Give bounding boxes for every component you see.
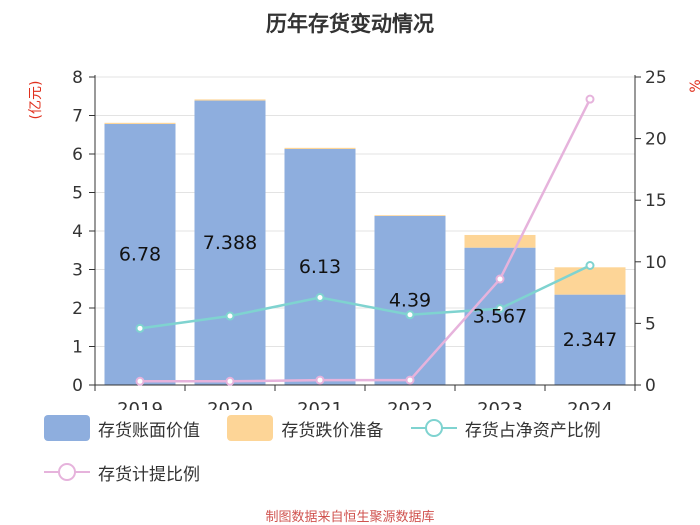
right-axis-tick-label: 15 — [645, 191, 667, 211]
bar-impairment — [374, 215, 446, 216]
legend-item-provision-ratio[interactable]: 存货计提比例 — [44, 456, 200, 488]
legend-label: 存货计提比例 — [98, 464, 200, 485]
chart-canvas: 0 1 2 3 4 5 6 7 8 0 5 10 15 20 25 2019 2020 2021 2022 2023 2… — [28, 68, 700, 410]
data-label-book-value: 4.39 — [389, 289, 431, 311]
legend-swatch-impairment — [227, 415, 274, 441]
right-axis-tick-label: 5 — [645, 314, 656, 334]
left-axis-tick-label: 4 — [72, 222, 83, 242]
point-provision-ratio — [315, 375, 325, 385]
bar-impairment — [104, 122, 176, 124]
bar-book-value — [284, 148, 356, 385]
bar-book-value — [194, 100, 266, 385]
point-net-asset-ratio — [495, 304, 505, 314]
bar-book-value — [554, 294, 626, 385]
data-label-book-value: 7.388 — [203, 232, 257, 254]
x-axis-tick-label: 2021 — [297, 399, 343, 410]
left-axis-tick-label: 0 — [72, 376, 83, 396]
point-provision-ratio — [495, 274, 505, 284]
legend-label: 存货占净资产比例 — [464, 420, 601, 441]
line-series — [135, 94, 595, 386]
axes: 0 1 2 3 4 5 6 7 8 0 5 10 15 20 25 2019 2020 2021 2022 2023 2… — [28, 68, 700, 410]
x-axis-tick-label: 2024 — [567, 399, 613, 410]
legend: 存货账面价值 存货跌价准备 存货占净资产比例 存货计提比例 — [44, 412, 684, 490]
right-axis-tick-label: 20 — [645, 130, 667, 150]
legend-label: 存货跌价准备 — [281, 420, 384, 441]
legend-item-impairment[interactable]: 存货跌价准备 — [227, 412, 383, 444]
point-provision-ratio — [135, 376, 145, 386]
data-label-book-value: 6.78 — [119, 243, 161, 265]
legend-item-net-asset-ratio[interactable]: 存货占净资产比例 — [410, 412, 601, 444]
bar-series — [104, 99, 626, 385]
left-axis-tick-label: 8 — [72, 68, 83, 88]
left-axis-tick-label: 6 — [72, 145, 83, 165]
left-axis-tick-label: 5 — [72, 184, 83, 204]
chart-title: 历年存货变动情况 — [266, 12, 434, 36]
x-axis-tick-label: 2019 — [117, 399, 163, 410]
x-axis-tick-label: 2020 — [207, 399, 253, 410]
point-provision-ratio — [225, 376, 235, 386]
point-net-asset-ratio — [225, 311, 235, 321]
bar-book-value — [104, 123, 176, 385]
left-axis-tick-label: 2 — [72, 299, 83, 319]
x-axis-tick-label: 2022 — [387, 399, 433, 410]
point-net-asset-ratio — [405, 310, 415, 320]
point-provision-ratio — [585, 94, 595, 104]
left-axis-label: (亿元) — [28, 81, 44, 120]
bar-impairment — [554, 267, 626, 295]
point-net-asset-ratio — [135, 323, 145, 333]
line-provision-ratio — [140, 98, 592, 383]
right-axis-tick-label: 25 — [645, 68, 667, 88]
point-net-asset-ratio — [585, 260, 595, 270]
legend-item-book-value[interactable]: 存货账面价值 — [44, 412, 200, 444]
legend-swatch-net-asset-ratio — [410, 419, 457, 437]
bar-book-value — [464, 247, 536, 385]
left-axis-tick-label: 3 — [72, 261, 83, 281]
legend-swatch-book-value — [44, 415, 90, 441]
source-note: 制图数据来自恒生聚源数据库 — [265, 510, 435, 525]
bar-impairment — [194, 99, 266, 101]
legend-swatch-provision-ratio — [44, 463, 90, 481]
line-net-asset-ratio — [139, 264, 591, 330]
data-label-book-value: 3.567 — [473, 305, 527, 327]
bar-impairment — [464, 234, 536, 248]
data-label-book-value: 6.13 — [299, 256, 341, 278]
point-net-asset-ratio — [315, 293, 325, 303]
bar-book-value — [374, 215, 446, 385]
left-axis-tick-label: 7 — [72, 107, 83, 127]
data-labels: 6.78 7.388 6.13 4.39 3.567 2.347 — [119, 232, 617, 351]
left-axis-tick-label: 1 — [72, 338, 83, 358]
point-provision-ratio — [405, 375, 415, 385]
right-axis-label: % — [688, 79, 700, 92]
right-axis-tick-label: 10 — [645, 253, 667, 273]
right-axis-tick-label: 0 — [645, 376, 656, 396]
data-label-book-value: 2.347 — [563, 329, 617, 351]
gridlines — [95, 76, 635, 347]
bar-impairment — [284, 147, 356, 149]
legend-label: 存货账面价值 — [98, 420, 200, 441]
x-axis-tick-label: 2023 — [477, 399, 523, 410]
